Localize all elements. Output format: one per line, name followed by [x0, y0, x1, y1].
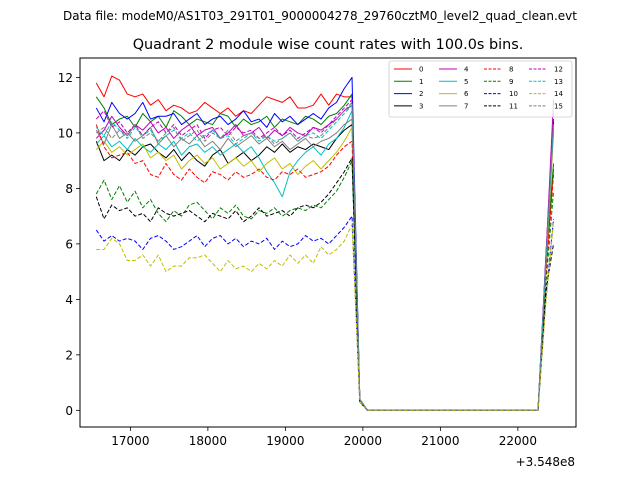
y-tick-label: 6 — [65, 237, 73, 251]
x-offset-label: +3.548e8 — [516, 455, 575, 469]
y-tick-label: 4 — [65, 293, 73, 307]
x-tick-label: 22000 — [499, 434, 537, 448]
x-axis: 17000 18000 19000 20000 21000 22000 — [111, 427, 537, 448]
legend-label-6: 6 — [464, 90, 469, 98]
legend-label-9: 9 — [509, 78, 513, 86]
x-tick-label: 17000 — [111, 434, 149, 448]
y-tick-label: 10 — [58, 126, 73, 140]
x-tick-label: 18000 — [189, 434, 227, 448]
legend-label-7: 7 — [464, 102, 468, 110]
legend-label-3: 3 — [419, 102, 423, 110]
series-line-12 — [95, 99, 555, 411]
y-axis: 0 2 4 6 8 10 12 — [58, 71, 80, 418]
legend-label-14: 14 — [554, 90, 563, 98]
series-line-11 — [95, 157, 555, 411]
series-line-15 — [95, 101, 555, 411]
legend-frame — [388, 60, 573, 118]
legend-label-1: 1 — [419, 78, 423, 86]
legend-label-12: 12 — [554, 66, 563, 74]
y-tick-label: 2 — [65, 348, 73, 362]
x-tick-label: 19000 — [266, 434, 304, 448]
legend-label-0: 0 — [419, 66, 423, 74]
legend-label-8: 8 — [509, 66, 513, 74]
series-layer — [95, 75, 555, 411]
legend-label-10: 10 — [509, 90, 518, 98]
y-tick-label: 8 — [65, 182, 73, 196]
y-tick-label: 0 — [65, 404, 73, 418]
x-tick-label: 20000 — [344, 434, 382, 448]
legend-label-11: 11 — [509, 102, 518, 110]
legend-label-4: 4 — [464, 66, 469, 74]
legend-label-5: 5 — [464, 78, 468, 86]
figure-suptitle: Data file: modeM0/AS1T03_291T01_90000042… — [63, 9, 577, 23]
legend-label-2: 2 — [419, 90, 423, 98]
series-line-14 — [96, 221, 555, 411]
x-tick-label: 21000 — [421, 434, 459, 448]
plot-frame — [79, 57, 577, 428]
chart-title: Quadrant 2 module wise count rates with … — [133, 37, 524, 53]
y-tick-label: 12 — [58, 71, 73, 85]
legend-label-15: 15 — [554, 102, 563, 110]
legend-label-13: 13 — [554, 78, 563, 86]
